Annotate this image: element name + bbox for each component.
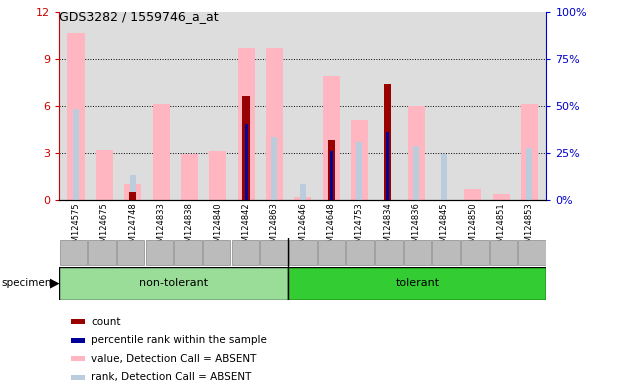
- Bar: [232, 240, 259, 265]
- Text: ▶: ▶: [50, 277, 59, 290]
- Bar: [271, 137, 278, 200]
- Bar: [347, 240, 374, 265]
- Bar: [356, 142, 363, 200]
- Bar: [73, 109, 79, 200]
- Bar: [519, 240, 546, 265]
- Bar: [527, 148, 532, 200]
- Text: non-tolerant: non-tolerant: [139, 278, 208, 288]
- Text: rank, Detection Call = ABSENT: rank, Detection Call = ABSENT: [91, 372, 252, 382]
- Bar: [124, 184, 141, 200]
- Text: GDS3282 / 1559746_a_at: GDS3282 / 1559746_a_at: [59, 10, 219, 23]
- Bar: [521, 104, 538, 200]
- Bar: [242, 96, 250, 200]
- Bar: [243, 129, 249, 200]
- Bar: [129, 192, 136, 200]
- Bar: [404, 240, 431, 265]
- Bar: [490, 240, 517, 265]
- Text: count: count: [91, 317, 121, 327]
- Bar: [465, 189, 481, 200]
- Bar: [386, 132, 389, 200]
- Bar: [59, 267, 288, 300]
- Bar: [294, 197, 311, 200]
- Bar: [203, 240, 230, 265]
- Bar: [266, 48, 283, 200]
- Bar: [117, 240, 145, 265]
- Bar: [375, 240, 402, 265]
- Bar: [327, 140, 335, 200]
- Bar: [88, 240, 116, 265]
- Text: tolerant: tolerant: [396, 278, 440, 288]
- Bar: [130, 175, 135, 200]
- Bar: [432, 240, 460, 265]
- Bar: [238, 48, 255, 200]
- Text: specimen: specimen: [1, 278, 52, 288]
- Bar: [260, 240, 288, 265]
- Bar: [175, 240, 202, 265]
- Bar: [68, 33, 84, 200]
- Bar: [351, 120, 368, 200]
- Bar: [60, 240, 87, 265]
- Bar: [96, 149, 113, 200]
- Bar: [181, 154, 198, 200]
- Bar: [145, 240, 173, 265]
- Bar: [318, 240, 345, 265]
- Bar: [300, 184, 306, 200]
- Bar: [413, 146, 419, 200]
- Bar: [209, 151, 226, 200]
- Bar: [330, 151, 333, 200]
- Bar: [407, 106, 425, 200]
- Text: value, Detection Call = ABSENT: value, Detection Call = ABSENT: [91, 354, 256, 364]
- Bar: [288, 267, 546, 300]
- Bar: [442, 154, 447, 200]
- Bar: [492, 194, 510, 200]
- Bar: [289, 240, 317, 265]
- Bar: [153, 104, 170, 200]
- Text: percentile rank within the sample: percentile rank within the sample: [91, 335, 267, 346]
- Bar: [322, 76, 340, 200]
- Bar: [384, 84, 391, 200]
- Bar: [461, 240, 489, 265]
- Bar: [245, 124, 248, 200]
